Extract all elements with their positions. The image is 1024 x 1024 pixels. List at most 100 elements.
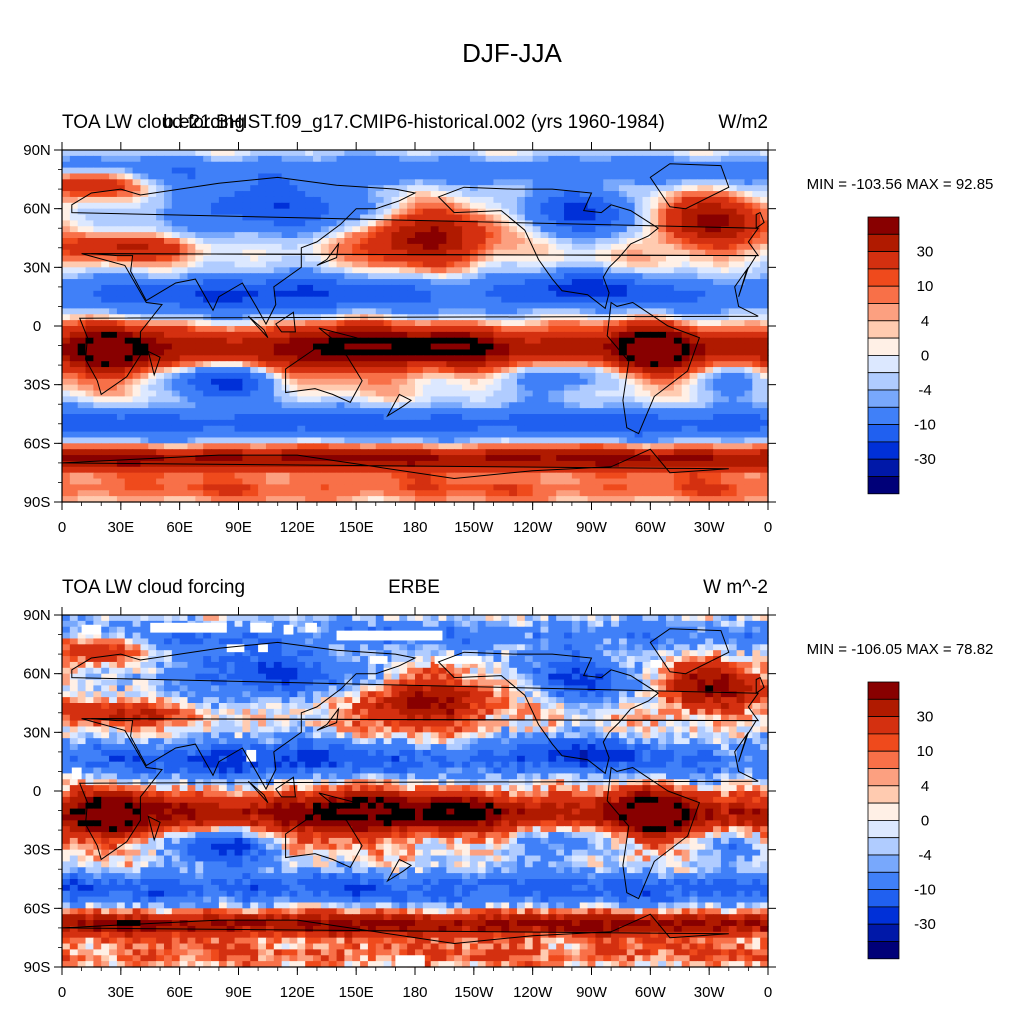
heatmap-cell: [595, 314, 604, 321]
heatmap-cell: [226, 191, 236, 198]
heatmap-cell: [93, 355, 102, 362]
heatmap-cell: [556, 367, 565, 374]
heatmap-cell: [234, 273, 244, 280]
heatmap-cell: [430, 355, 440, 362]
heatmap-cell: [438, 161, 447, 169]
heatmap-cell: [109, 232, 118, 239]
heatmap-cell: [681, 419, 691, 427]
heatmap-cell: [336, 155, 345, 163]
heatmap-cell: [477, 308, 487, 315]
heatmap-cell: [728, 466, 738, 474]
heatmap-cell: [564, 390, 573, 397]
heatmap-cell: [399, 196, 408, 204]
heatmap-cell: [430, 372, 440, 380]
heatmap-cell: [579, 437, 589, 444]
heatmap-cell: [595, 243, 604, 251]
heatmap-cell: [760, 302, 769, 309]
heatmap-cell: [548, 226, 557, 233]
heatmap-cell: [352, 261, 361, 268]
heatmap-cell: [156, 337, 165, 345]
heatmap-cell: [148, 196, 157, 204]
heatmap-cell: [446, 243, 455, 251]
heatmap-cell: [367, 408, 377, 415]
heatmap-cell: [618, 372, 628, 380]
heatmap-cell: [187, 196, 196, 204]
heatmap-cell: [728, 179, 738, 186]
heatmap-cell: [587, 167, 597, 175]
heatmap-cell: [367, 302, 377, 309]
heatmap-cell: [289, 161, 298, 169]
heatmap-cell: [595, 396, 604, 403]
heatmap-cell: [77, 290, 87, 298]
heatmap-cell: [211, 155, 220, 163]
heatmap-cell: [407, 320, 416, 327]
heatmap-cell: [626, 196, 636, 204]
heatmap-cell: [156, 273, 165, 280]
heatmap-cell: [548, 238, 557, 245]
heatmap-cell: [336, 202, 345, 210]
heatmap-cell: [203, 226, 212, 233]
heatmap-cell: [203, 284, 212, 292]
heatmap-cell: [477, 273, 487, 280]
heatmap-cell: [258, 232, 267, 239]
heatmap-cell: [163, 208, 173, 216]
heatmap-cell: [375, 267, 385, 274]
heatmap-cell: [469, 443, 479, 450]
heatmap-cell: [658, 431, 667, 439]
heatmap-cell: [469, 161, 479, 169]
heatmap-cell: [109, 155, 118, 163]
heatmap-cell: [469, 284, 479, 292]
heatmap-cell: [454, 161, 463, 169]
heatmap-cell: [720, 331, 730, 339]
heatmap-cell: [697, 449, 706, 456]
heatmap-cell: [666, 396, 675, 403]
heatmap-cell: [273, 167, 283, 175]
heatmap-cell: [469, 437, 479, 444]
heatmap-cell: [587, 414, 597, 421]
heatmap-cell: [163, 443, 173, 450]
heatmap-cell: [571, 290, 581, 298]
heatmap-cell: [579, 173, 589, 180]
heatmap-cell: [564, 302, 573, 309]
heatmap-cell: [375, 361, 385, 368]
heatmap-cell: [234, 238, 244, 245]
heatmap-cell: [564, 314, 573, 321]
heatmap-cell: [752, 326, 761, 333]
heatmap-cell: [430, 232, 440, 239]
heatmap-cell: [116, 390, 126, 397]
heatmap-cell: [658, 361, 667, 368]
heatmap-cell: [320, 214, 330, 221]
heatmap-cell: [109, 378, 118, 386]
heatmap-cell: [415, 296, 424, 304]
heatmap-cell: [564, 419, 573, 427]
heatmap-cell: [618, 390, 628, 397]
heatmap-cell: [273, 402, 283, 409]
heatmap-cell: [367, 425, 377, 433]
heatmap-cell: [195, 238, 204, 245]
heatmap-cell: [666, 314, 675, 321]
heatmap-cell: [265, 214, 275, 221]
heatmap-cell: [273, 378, 283, 386]
heatmap-cell: [509, 249, 518, 257]
heatmap-cell: [469, 425, 479, 433]
heatmap-cell: [93, 402, 102, 409]
heatmap-cell: [109, 167, 118, 175]
heatmap-cell: [375, 179, 385, 186]
heatmap-cell: [360, 390, 369, 397]
heatmap-cell: [650, 466, 659, 474]
heatmap-cell: [493, 431, 502, 439]
heatmap-cell: [367, 449, 377, 456]
heatmap-cell: [116, 437, 126, 444]
heatmap-cell: [642, 361, 651, 368]
heatmap-cell: [658, 302, 667, 309]
heatmap-cell: [383, 384, 393, 392]
heatmap-cell: [697, 372, 706, 380]
heatmap-cell: [265, 232, 275, 239]
heatmap-cell: [399, 173, 408, 180]
heatmap-cell: [211, 161, 220, 169]
heatmap-cell: [77, 191, 87, 198]
heatmap-cell: [109, 302, 118, 309]
heatmap-cell: [163, 361, 173, 368]
heatmap-cell: [179, 425, 189, 433]
heatmap-cell: [516, 185, 526, 192]
